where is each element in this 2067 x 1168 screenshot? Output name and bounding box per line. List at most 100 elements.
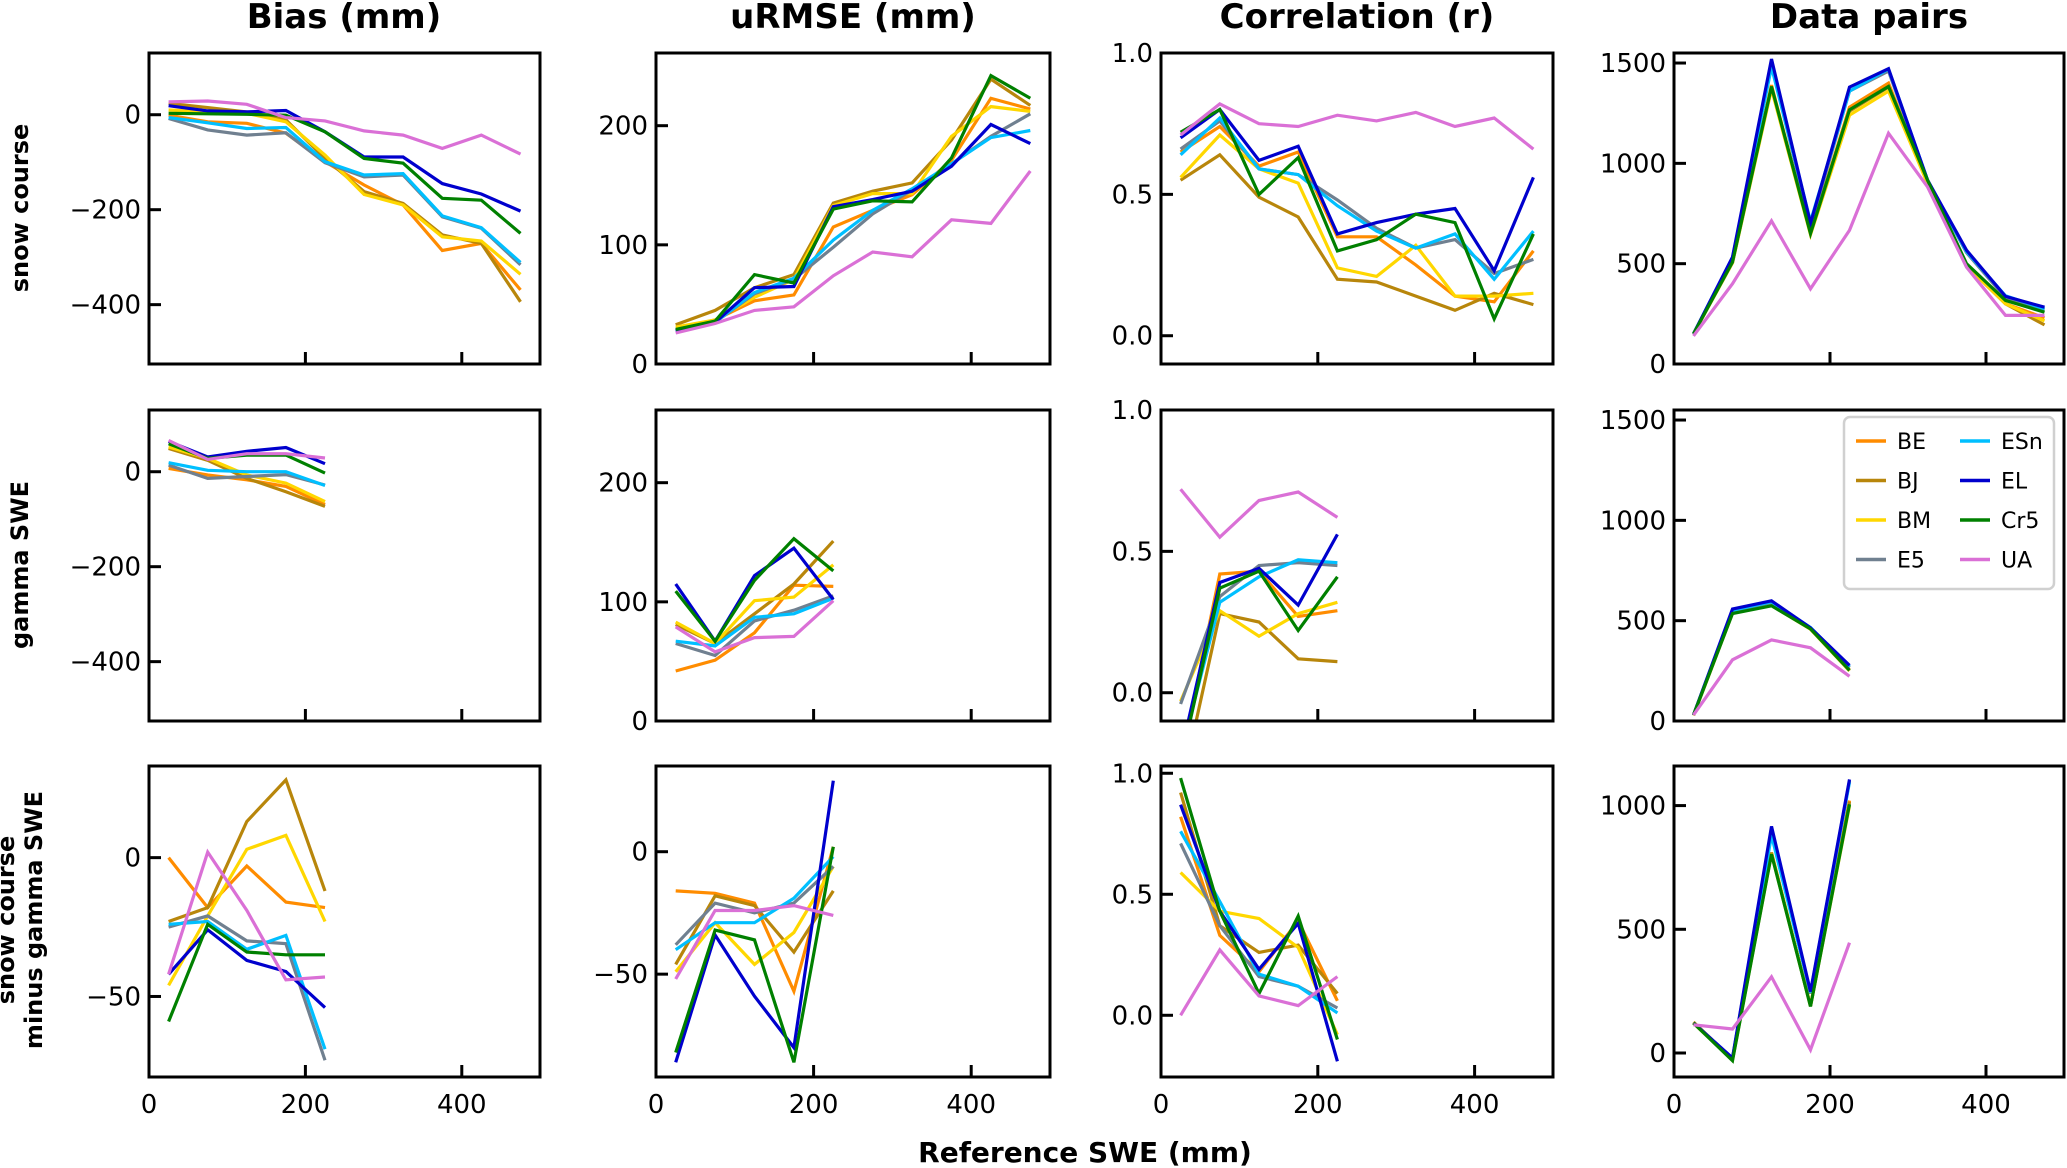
series-line-bm [167, 833, 327, 987]
series-line-el [1179, 107, 1535, 275]
series-line-el [675, 122, 1031, 333]
y-tick-label: 500 [1616, 607, 1666, 637]
series-line-cr5 [1692, 604, 1851, 716]
panel-r1-c2: 0.0 0.5 1.0 [1112, 396, 1555, 723]
series-line-cr5 [168, 111, 522, 235]
y-tick-label: 100 [598, 588, 648, 618]
column-title-data-pairs: Data pairs [1770, 0, 1968, 37]
series-line-bj [1179, 152, 1534, 313]
row-labels: snow course gamma SWE snow course minus … [0, 124, 48, 1049]
series-line-esn [1179, 115, 1535, 282]
series-line-ua [674, 599, 835, 654]
series-line-cr5 [167, 921, 325, 1023]
axes-frame [654, 408, 1052, 723]
series-line-bj [1194, 611, 1338, 721]
legend-label: BM [1897, 509, 1931, 534]
legend-label: UA [2001, 549, 2032, 574]
series-line-esn [168, 461, 326, 488]
x-tick-label: 400 [437, 1090, 487, 1120]
x-tick-label: 400 [1961, 1090, 2011, 1120]
panel-r2-c1: 0 −50 0 200 400 [593, 764, 1052, 1120]
series-line-cr5 [674, 536, 835, 644]
series-group [674, 536, 835, 673]
panel-r2-c2: 0.0 0.5 1.0 0 200 400 [1112, 759, 1555, 1120]
legend-item-e5: E5 [1856, 549, 1925, 574]
legend-item-be: BE [1856, 430, 1926, 455]
series-line-el [1692, 58, 2045, 335]
x-tick-label: 0 [1153, 1090, 1170, 1120]
series-line-ua [1693, 942, 1852, 1054]
x-tick-label: 200 [1293, 1090, 1343, 1120]
axes-frame [1672, 51, 2066, 366]
series-group [168, 99, 522, 303]
series-line-ua [1692, 130, 2045, 337]
series-line-bj [675, 540, 835, 646]
series-line-e5 [675, 594, 834, 658]
y-tick-label: 0.0 [1112, 1001, 1153, 1031]
axes-frame [147, 51, 542, 366]
series-group [1179, 102, 1535, 323]
y-tick-label: 0.5 [1112, 180, 1153, 210]
row-label-gamma-swe: gamma SWE [6, 481, 34, 649]
x-tick-label: 200 [1805, 1090, 1855, 1120]
x-tick-label: 200 [789, 1090, 839, 1120]
y-tick-label: 0 [1649, 707, 1666, 737]
series-line-e5 [168, 463, 326, 487]
series-line-e5 [674, 865, 835, 946]
y-tick-label: 0.0 [1112, 322, 1153, 352]
y-tick-label: 0 [631, 350, 648, 380]
y-tick-label: 0 [631, 707, 648, 737]
series-line-ua [1179, 947, 1339, 1017]
y-tick-label: 1.0 [1112, 39, 1153, 69]
series-group [1179, 777, 1339, 1062]
series-line-el [674, 780, 835, 1063]
y-tick-label: 0 [124, 458, 141, 488]
y-tick-label: 500 [1616, 915, 1666, 945]
series-group [167, 438, 326, 508]
series-line-cr5 [1692, 84, 2045, 335]
series-line-ua [168, 99, 522, 156]
series-line-el [1179, 804, 1339, 1062]
column-title-urmse: uRMSE (mm) [730, 0, 976, 37]
x-axis-label: Reference SWE (mm) [918, 1136, 1252, 1168]
column-title-correlation: Correlation (r) [1220, 0, 1495, 37]
series-line-be [675, 583, 834, 673]
row-label-difference-line1: snow course [0, 836, 20, 1005]
series-line-cr5 [1188, 569, 1339, 721]
y-tick-label: 0.0 [1112, 679, 1153, 709]
series-line-bm [168, 108, 522, 276]
panel-r0-c3: 0 500 1000 1500 [1600, 49, 2066, 380]
series-line-ua [674, 903, 834, 980]
row-label-difference-line2: minus gamma SWE [20, 791, 48, 1049]
panel-r2-c3: 0 500 1000 0 200 400 [1600, 764, 2066, 1120]
panel-r0-c1: 0 100 200 [598, 51, 1052, 380]
x-tick-label: 0 [648, 1090, 665, 1120]
panel-r2-c0: 0 −50 0 200 400 [86, 764, 542, 1120]
legend-label: BE [1897, 430, 1926, 455]
y-tick-label: 200 [598, 469, 648, 499]
y-tick-label: −400 [70, 648, 141, 678]
legend-item-cr5: Cr5 [1960, 509, 2039, 534]
y-tick-label: −200 [70, 553, 141, 583]
series-line-ua [675, 170, 1032, 335]
series-line-cr5 [1692, 803, 1852, 1064]
y-tick-label: 200 [598, 112, 648, 142]
column-title-bias: Bias (mm) [247, 0, 442, 37]
series-line-ua [1692, 638, 1851, 716]
row-label-snow-course: snow course [6, 124, 34, 293]
series-line-bj [168, 446, 326, 508]
y-tick-label: 1000 [1600, 792, 1666, 822]
series-line-cr5 [675, 73, 1032, 331]
axes-frame [1159, 408, 1555, 723]
series-line-esn [168, 116, 522, 264]
y-tick-label: 0.5 [1112, 537, 1153, 567]
series-line-ua [1179, 102, 1535, 151]
column-titles: Bias (mm) uRMSE (mm) Correlation (r) Dat… [247, 0, 1968, 37]
series-line-be [675, 846, 835, 997]
legend-label: Cr5 [2001, 509, 2039, 534]
series-group [1692, 779, 1852, 1064]
series-line-bm [674, 563, 835, 646]
y-tick-label: 0.5 [1112, 880, 1153, 910]
series-line-e5 [1179, 561, 1338, 705]
axes-frame [654, 51, 1052, 366]
